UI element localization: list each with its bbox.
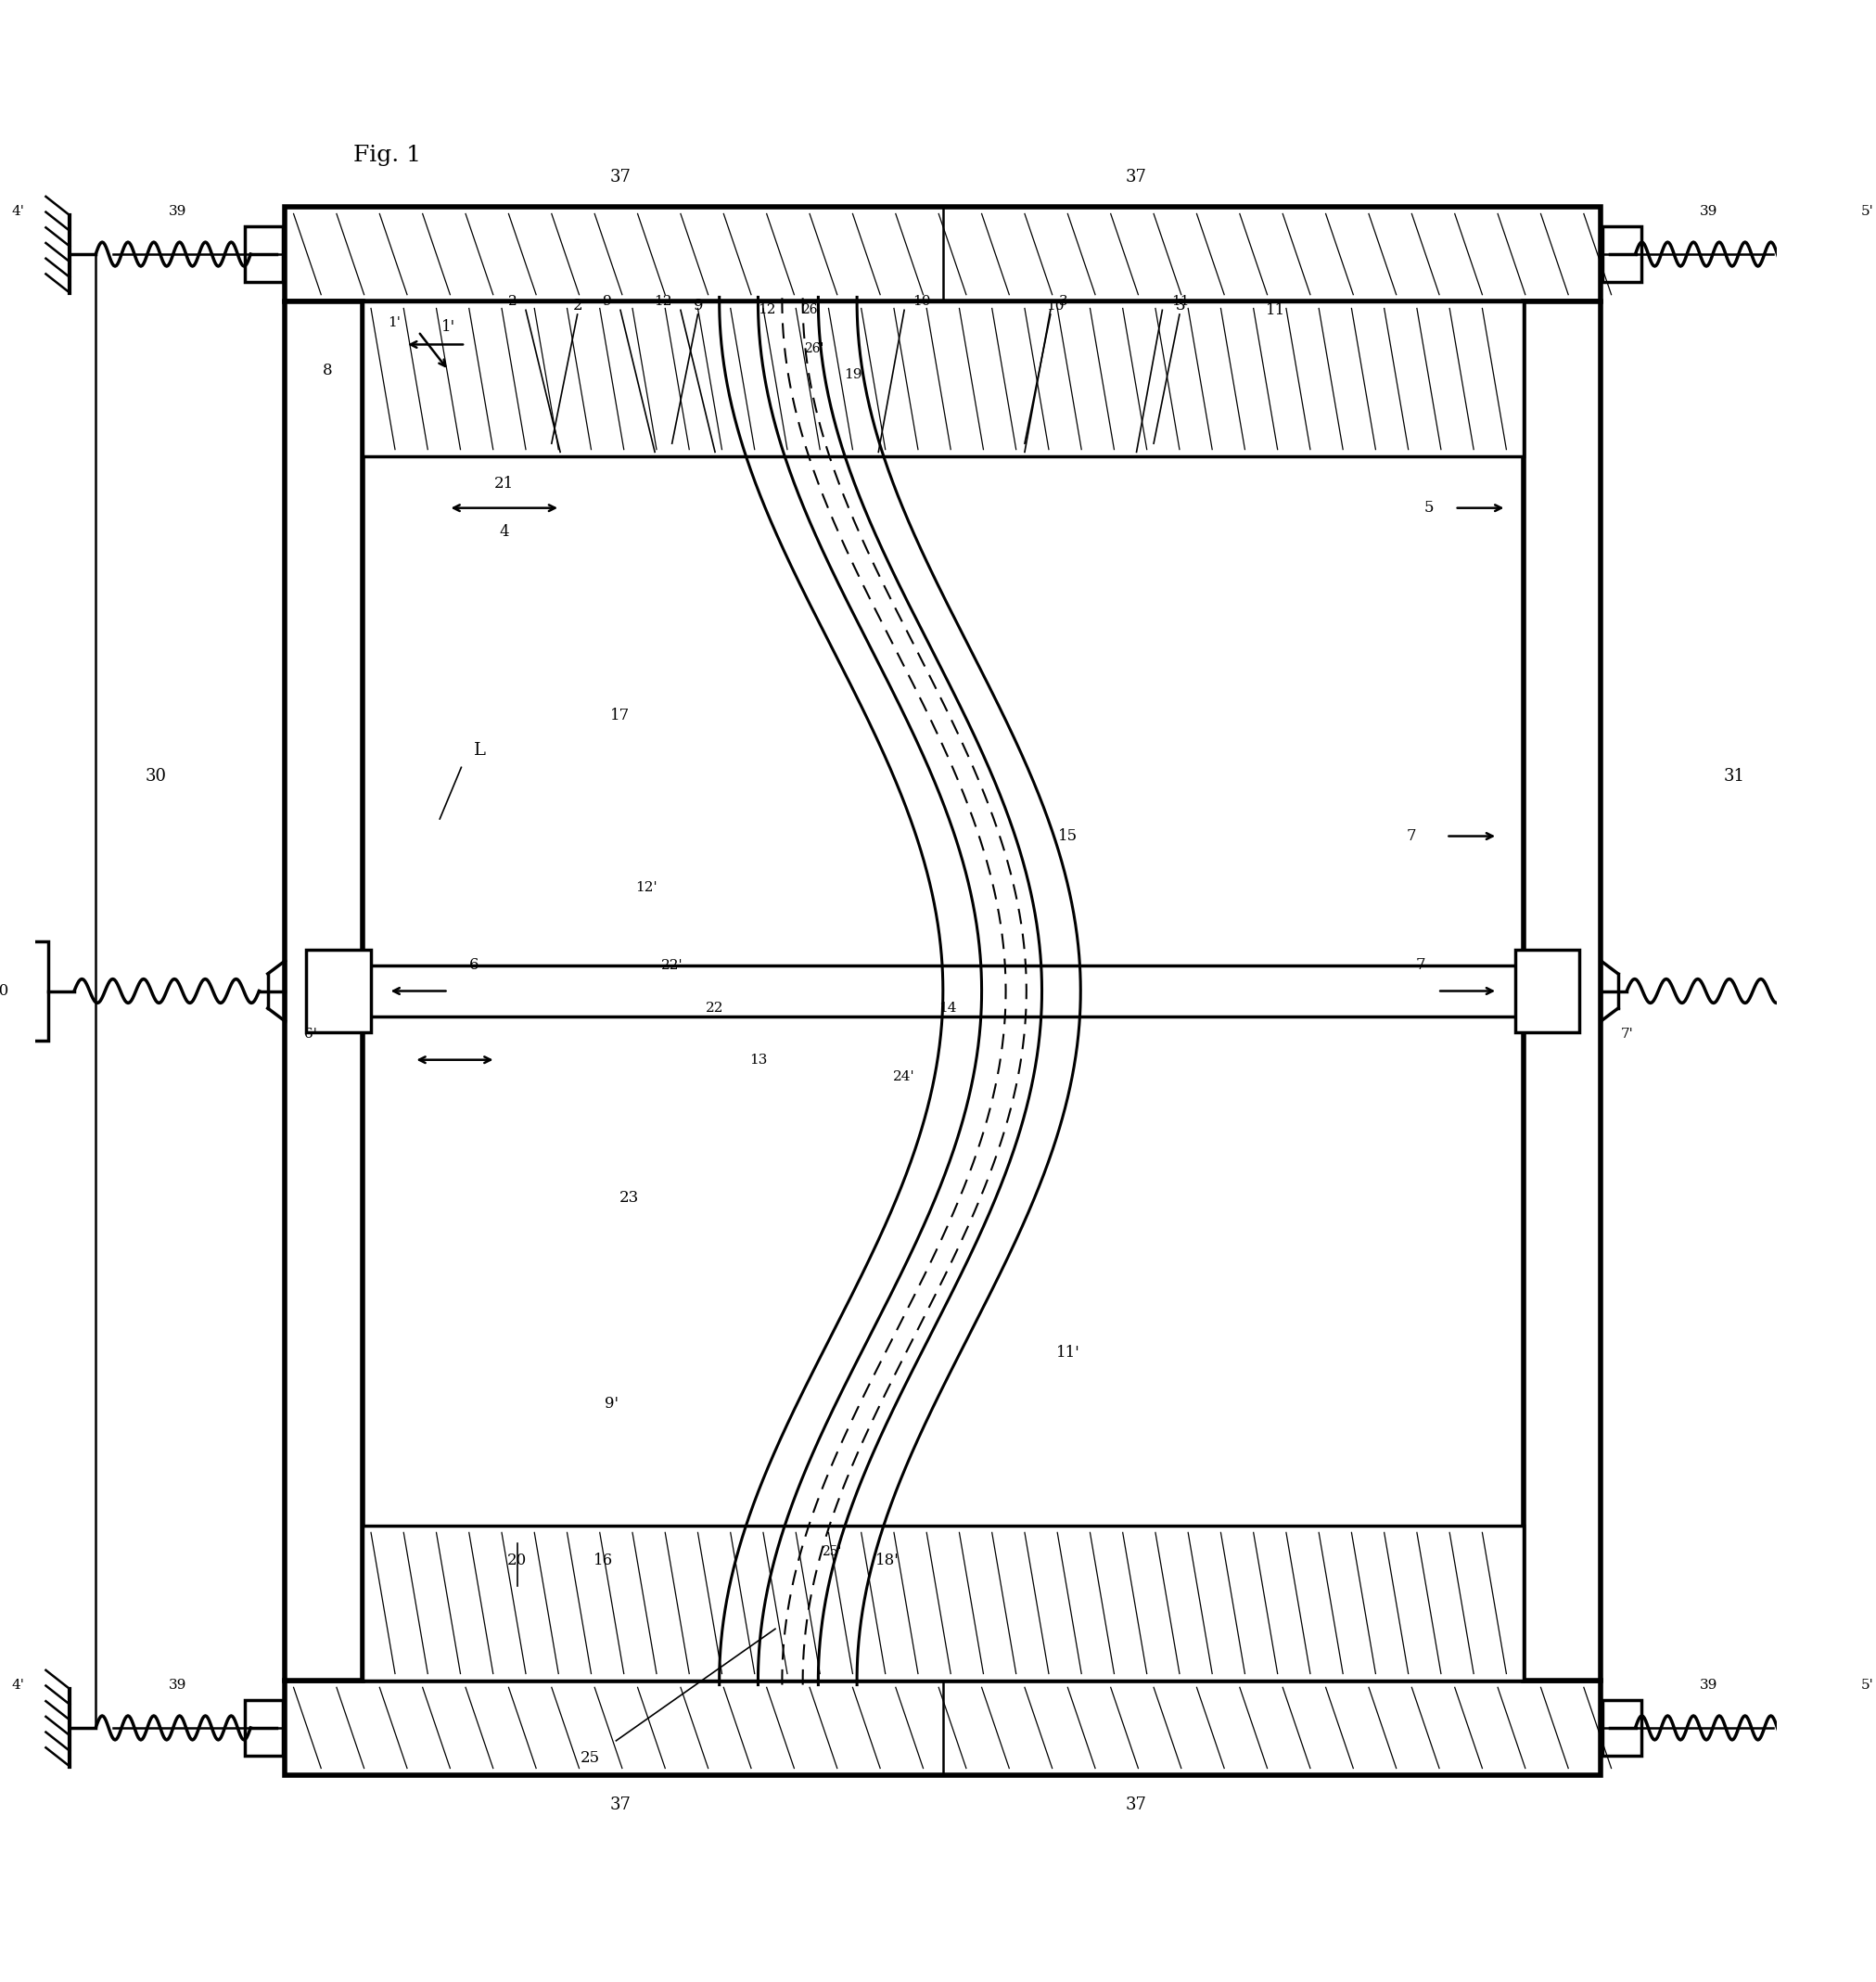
Text: 11': 11' <box>1054 1344 1079 1360</box>
Text: 22: 22 <box>705 1001 724 1015</box>
Text: 26: 26 <box>801 303 816 317</box>
Bar <box>285 206 1600 301</box>
Text: 7: 7 <box>1415 957 1424 973</box>
Text: 37: 37 <box>610 1798 630 1814</box>
Text: 12': 12' <box>634 882 657 894</box>
Text: 19: 19 <box>844 369 861 381</box>
Text: 25: 25 <box>580 1750 600 1766</box>
Text: 39: 39 <box>1698 204 1717 218</box>
Text: 37: 37 <box>610 168 630 184</box>
Text: 10: 10 <box>1045 299 1064 313</box>
Text: 3: 3 <box>1174 297 1184 313</box>
Bar <box>362 301 1523 456</box>
Bar <box>244 1701 283 1756</box>
Text: 1': 1' <box>388 317 401 329</box>
Bar <box>0 941 49 1041</box>
Text: 20: 20 <box>507 1552 527 1568</box>
Text: 11: 11 <box>1171 295 1188 307</box>
Text: 39: 39 <box>169 204 186 218</box>
Text: 23: 23 <box>619 1189 638 1205</box>
Text: 4': 4' <box>11 204 24 218</box>
Text: 5: 5 <box>1424 499 1433 515</box>
Text: 8: 8 <box>323 363 332 379</box>
Text: 17: 17 <box>610 708 630 723</box>
Text: 5': 5' <box>1861 1679 1872 1691</box>
Text: 14: 14 <box>938 1001 957 1015</box>
Text: 37: 37 <box>1126 168 1146 184</box>
Text: 37: 37 <box>1126 1798 1146 1814</box>
Bar <box>362 1526 1523 1681</box>
Bar <box>285 1681 1600 1776</box>
Text: 12: 12 <box>653 295 672 307</box>
Text: 6: 6 <box>469 957 478 973</box>
Text: L: L <box>475 741 486 759</box>
Bar <box>1523 301 1600 1681</box>
Text: 4': 4' <box>11 1679 24 1691</box>
Text: 6': 6' <box>304 1027 317 1041</box>
Text: 31: 31 <box>1722 767 1745 785</box>
Text: Fig. 1: Fig. 1 <box>353 145 422 166</box>
Text: 40: 40 <box>0 983 9 999</box>
Text: 21: 21 <box>493 476 514 492</box>
Text: 2: 2 <box>508 295 518 307</box>
Text: 39: 39 <box>1698 1679 1717 1691</box>
Text: 13: 13 <box>749 1052 767 1066</box>
Text: 3: 3 <box>1058 295 1067 307</box>
Text: 30: 30 <box>144 767 167 785</box>
Text: 12: 12 <box>758 303 777 317</box>
Text: 24': 24' <box>893 1070 915 1084</box>
Bar <box>362 965 1523 1017</box>
Text: 7: 7 <box>1407 828 1416 844</box>
Text: 22': 22' <box>660 959 683 971</box>
Text: 9': 9' <box>604 1395 619 1411</box>
Text: 26': 26' <box>805 343 824 355</box>
Text: 25': 25' <box>822 1546 840 1558</box>
Bar <box>1602 226 1642 281</box>
Bar <box>1514 949 1580 1033</box>
Bar <box>1840 941 1876 1041</box>
Text: 9: 9 <box>602 295 612 307</box>
Text: 11: 11 <box>1264 301 1285 317</box>
Bar <box>1602 1701 1642 1756</box>
Text: 18': 18' <box>874 1552 899 1568</box>
Text: 4: 4 <box>499 523 508 539</box>
Bar <box>244 226 283 281</box>
Text: 2: 2 <box>572 297 583 313</box>
Text: 9: 9 <box>692 297 704 313</box>
Bar <box>306 949 371 1033</box>
Text: 15: 15 <box>1058 828 1077 844</box>
Text: 7': 7' <box>1619 1027 1632 1041</box>
Text: 16: 16 <box>593 1552 613 1568</box>
Text: 1': 1' <box>441 319 456 335</box>
Text: 5': 5' <box>1861 204 1872 218</box>
Text: 10: 10 <box>912 295 930 307</box>
Text: 39: 39 <box>169 1679 186 1691</box>
Bar <box>285 301 362 1681</box>
